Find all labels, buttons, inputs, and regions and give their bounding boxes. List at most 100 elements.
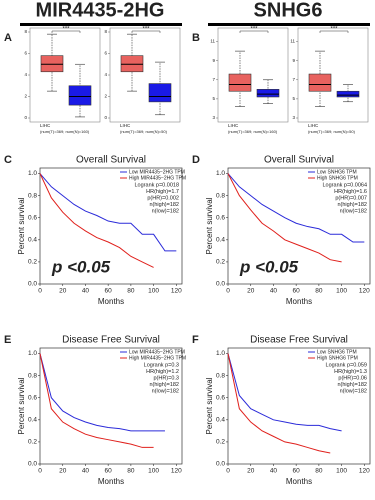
plot-frame <box>227 347 371 465</box>
significance-annotation: p <0.05 <box>239 257 299 276</box>
legend-label: High MIR4435−2HG TPM <box>129 355 186 361</box>
y-tick-label: 11 <box>290 39 295 44</box>
stat-line: p(HR)=0.007 <box>335 195 367 201</box>
x-tick-label: 100 <box>336 468 347 475</box>
significance-stars: *** <box>330 27 338 33</box>
stat-line: n(high)=182 <box>149 202 179 208</box>
x-tick-label: 60 <box>105 288 113 295</box>
box <box>228 73 252 92</box>
y-tick-label: 0.6 <box>216 214 225 221</box>
legend-label: High SNHG6 TPM <box>317 175 358 181</box>
stat-line: n(high)=182 <box>149 382 179 388</box>
legend-label: Low SNHG6 TPM <box>317 169 357 175</box>
y-tick-label: 0.4 <box>216 417 225 424</box>
y-tick-label: 0.4 <box>216 237 225 244</box>
stat-line: Logrank p=0.059 <box>326 362 367 368</box>
count-label: (num(T)=369; num(N)=50) <box>120 129 168 134</box>
stat-line: Logrank p=0.3 <box>144 362 179 368</box>
legend-label: Low SNHG6 TPM <box>317 349 357 355</box>
y-tick-label: 8 <box>24 29 27 34</box>
survival-curve <box>39 353 154 448</box>
y-tick-label: 0.0 <box>216 461 225 468</box>
panel-letter: D <box>192 154 200 166</box>
y-tick-label: 1.0 <box>28 350 37 357</box>
box <box>148 83 172 103</box>
plot-frame <box>217 27 289 123</box>
category-label: LIHC <box>120 123 131 128</box>
count-label: (num(T)=369; num(N)=50) <box>308 129 356 134</box>
y-tick-label: 2 <box>104 94 107 99</box>
significance-stars: *** <box>250 27 258 33</box>
y-tick-label: 0.0 <box>28 281 37 288</box>
survival-curve <box>227 353 331 454</box>
x-tick-label: 40 <box>270 468 278 475</box>
x-tick-label: 80 <box>127 288 135 295</box>
plot-frame <box>29 27 101 123</box>
box <box>336 90 360 98</box>
count-label: (num(T)=369; num(N)=160) <box>40 129 90 134</box>
stat-line: HR(high)=1.6 <box>334 189 367 195</box>
x-tick-label: 120 <box>171 468 182 475</box>
x-tick-label: 80 <box>127 468 135 475</box>
y-tick-label: 0.8 <box>216 192 225 199</box>
y-tick-label: 0.4 <box>28 417 37 424</box>
y-tick-label: 0.2 <box>28 439 37 446</box>
chart-title: Disease Free Survival <box>250 335 348 346</box>
y-axis-label: Percent survival <box>17 197 26 254</box>
x-tick-label: 20 <box>247 288 255 295</box>
legend-label: High MIR4435−2HG TPM <box>129 175 186 181</box>
box <box>256 89 280 98</box>
legend-label: Low MIR4435−2HG TPM <box>129 169 185 175</box>
y-tick-label: 6 <box>24 51 27 56</box>
y-tick-label: 0.0 <box>28 461 37 468</box>
x-tick-label: 80 <box>315 288 323 295</box>
panel-letter: F <box>192 334 199 346</box>
y-tick-label: 1.0 <box>216 350 225 357</box>
y-tick-label: 1.0 <box>28 170 37 177</box>
x-tick-label: 120 <box>359 468 370 475</box>
x-tick-label: 40 <box>270 288 278 295</box>
x-axis-label: Months <box>98 477 124 486</box>
x-tick-label: 0 <box>226 468 230 475</box>
stat-line: n(low)=182 <box>152 208 179 214</box>
x-tick-label: 60 <box>105 468 113 475</box>
category-label: LIHC <box>228 123 239 128</box>
header-bar <box>208 23 370 26</box>
header-bar <box>20 23 182 26</box>
x-tick-label: 120 <box>359 288 370 295</box>
plot-frame <box>39 167 183 285</box>
panel-letter: A <box>4 32 12 44</box>
survival-curve <box>227 353 342 432</box>
y-tick-label: 5 <box>292 96 295 101</box>
x-tick-label: 20 <box>59 468 67 475</box>
count-label: (num(T)=369; num(N)=160) <box>228 129 278 134</box>
stat-line: HR(high)=1.2 <box>146 369 179 375</box>
stat-line: p(HR)=0.3 <box>153 375 179 381</box>
significance-stars: *** <box>62 27 70 33</box>
y-tick-label: 0.4 <box>28 237 37 244</box>
y-tick-label: 4 <box>104 72 107 77</box>
y-tick-label: 0.2 <box>216 259 225 266</box>
significance-bracket <box>239 30 269 33</box>
y-tick-label: 8 <box>104 29 107 34</box>
x-tick-label: 60 <box>293 468 301 475</box>
x-axis-label: Months <box>286 297 312 306</box>
y-tick-label: 0.8 <box>216 372 225 379</box>
legend-label: Low MIR4435−2HG TPM <box>129 349 185 355</box>
gene-header: SNHG6 <box>254 0 323 21</box>
gene-header: MIR4435-2HG <box>36 0 165 21</box>
panel-letter: E <box>4 334 11 346</box>
stat-line: HR(high)=1.7 <box>146 189 179 195</box>
panel-letter: B <box>192 32 200 44</box>
y-axis-label: Percent survival <box>205 377 214 434</box>
category-label: LIHC <box>40 123 51 128</box>
plot-frame <box>39 347 183 465</box>
x-tick-label: 0 <box>226 288 230 295</box>
y-tick-label: 0.6 <box>28 214 37 221</box>
y-axis-label: Percent survival <box>205 197 214 254</box>
legend-label: High SNHG6 TPM <box>317 355 358 361</box>
survival-curve <box>39 173 154 268</box>
x-tick-label: 100 <box>148 468 159 475</box>
y-tick-label: 0 <box>104 115 107 120</box>
x-tick-label: 20 <box>247 468 255 475</box>
